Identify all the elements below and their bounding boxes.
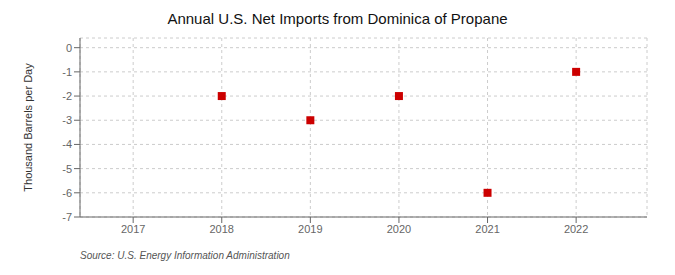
svg-text:-2: -2 (62, 90, 72, 102)
svg-text:-7: -7 (62, 211, 72, 223)
html-text:Annual U.S. Net Imports from D: Annual U.S. Net Imports from Dominica of… (167, 10, 508, 27)
svg-text:2019: 2019 (298, 223, 322, 235)
html-text:Source: U.S. Energy Informatio: Source: U.S. Energy Information Administ… (80, 250, 290, 261)
svg-text:0: 0 (66, 42, 72, 54)
svg-text:-5: -5 (62, 163, 72, 175)
svg-text:-6: -6 (62, 187, 72, 199)
svg-text:-1: -1 (62, 66, 72, 78)
svg-text:2018: 2018 (210, 223, 234, 235)
svg-text:-3: -3 (62, 114, 72, 126)
svg-text:2021: 2021 (475, 223, 499, 235)
svg-text:2017: 2017 (121, 223, 145, 235)
svg-text:2020: 2020 (387, 223, 411, 235)
svg-text:2022: 2022 (564, 223, 588, 235)
svg-text:-4: -4 (62, 138, 72, 150)
svg-text:Thousand Barrels per Day: Thousand Barrels per Day (22, 63, 34, 192)
